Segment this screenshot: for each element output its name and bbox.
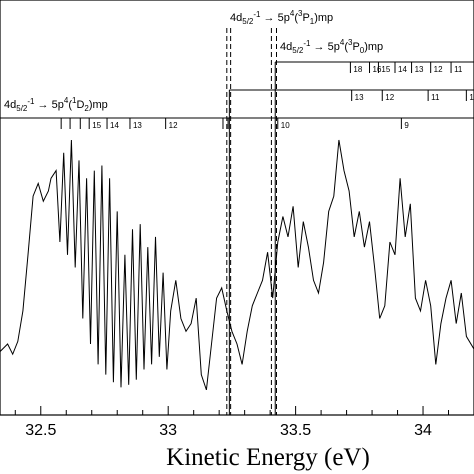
peak-label-p1-1: 12 xyxy=(385,93,394,102)
peak-label-d2-4: 14 xyxy=(110,121,119,130)
peak-label-d2-3: 15 xyxy=(92,121,101,130)
peak-label-d2-9: 10 xyxy=(281,121,290,130)
x-axis-label: Kinetic Energy (eV) xyxy=(166,444,370,471)
x-axis-ticks: 32.5 33 33.5 34 xyxy=(14,406,474,439)
peak-label-p0-2: 15 xyxy=(381,65,390,74)
x-tick-label-0: 32.5 xyxy=(25,422,56,439)
peak-label-p0-1: 16 xyxy=(373,65,382,74)
peak-label-p0-0: 18 xyxy=(353,65,362,74)
series-labels: 4d5/2-1 → 5p4(1D2)mp 4d5/2-1 → 5p4(3P1)mp… xyxy=(4,9,383,113)
peak-label-d2-5: 13 xyxy=(133,121,142,130)
x-tick-label-2: 33.5 xyxy=(280,422,311,439)
peak-label-d2-10: 9 xyxy=(404,121,409,130)
peak-label-d2-6: 12 xyxy=(169,121,178,130)
x-tick-label-1: 33 xyxy=(159,422,177,439)
peak-label-p0-5: 12 xyxy=(434,65,443,74)
peak-label-p1-0: 13 xyxy=(355,93,364,102)
series-label-p0: 4d5/2-1 → 5p4(3P0)mp xyxy=(280,38,383,55)
plot-frame xyxy=(0,0,474,416)
peak-label-p0-6: 11 xyxy=(454,65,463,74)
peak-label-p1-3: 10 xyxy=(469,93,474,102)
series-ladders: 151413121091312111018161514131211 xyxy=(0,61,474,415)
onset-dashed-lines xyxy=(226,28,277,415)
series-label-p1: 4d5/2-1 → 5p4(3P1)mp xyxy=(230,9,333,26)
peak-label-p0-3: 14 xyxy=(398,65,407,74)
peak-label-p0-4: 13 xyxy=(415,65,424,74)
spectrum-line xyxy=(0,139,474,391)
spectrum-curve-group xyxy=(0,139,474,391)
peak-label-p1-2: 11 xyxy=(431,93,440,102)
series-label-d2: 4d5/2-1 → 5p4(1D2)mp xyxy=(4,96,108,113)
x-tick-label-3: 34 xyxy=(414,422,432,439)
